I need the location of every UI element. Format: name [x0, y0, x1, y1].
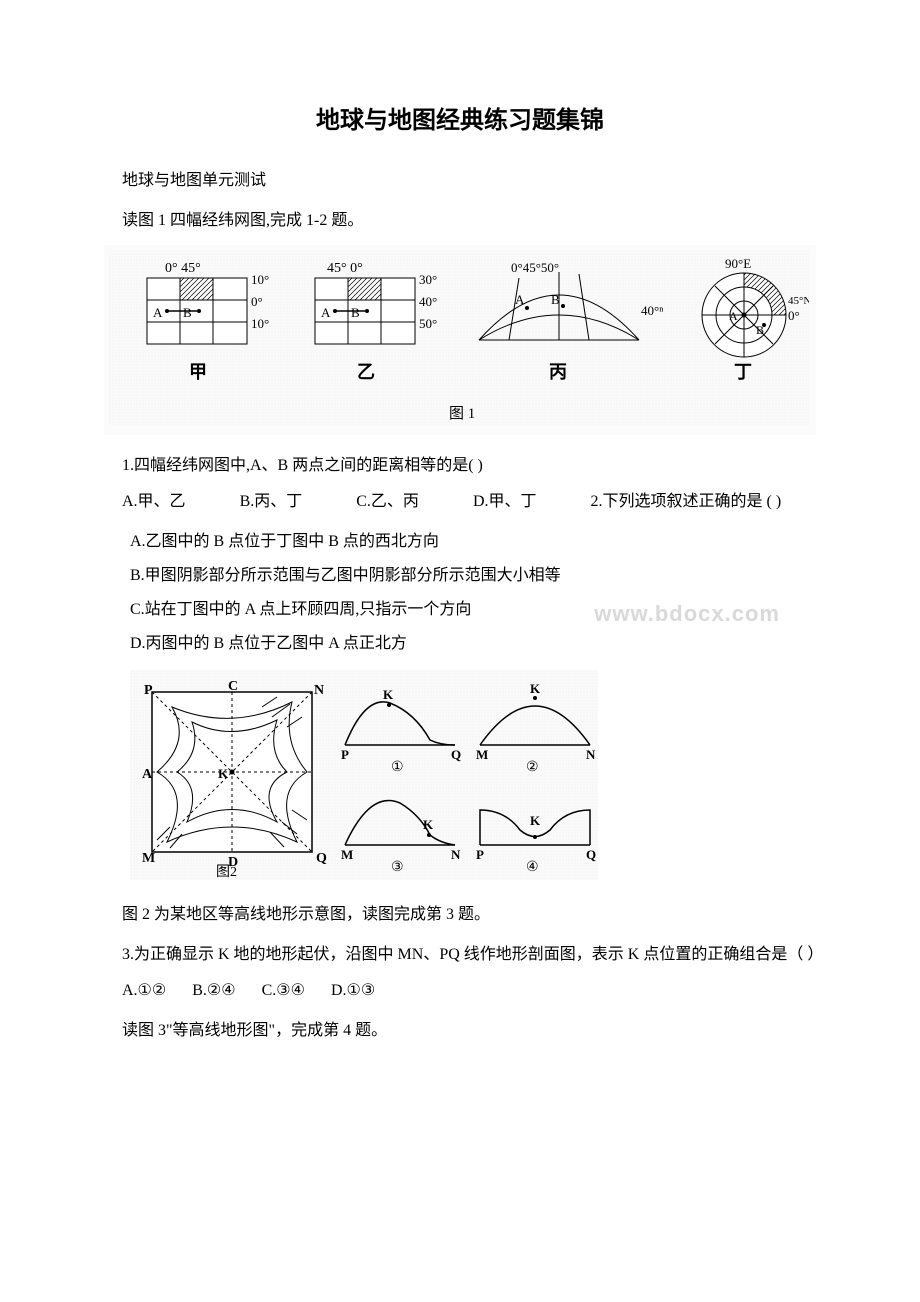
svg-text:30°: 30°: [419, 272, 437, 287]
svg-text:N: N: [586, 747, 596, 762]
q2-opt-c: C.站在丁图中的 A 点上环顾四周,只指示一个方向: [130, 601, 471, 618]
q1-opt-b: B.丙、丁: [240, 486, 303, 518]
question-3-options: A.①② B.②④ C.③④ D.①③: [90, 975, 830, 1007]
svg-text:C: C: [228, 679, 238, 694]
svg-text:90°E: 90°E: [725, 256, 751, 271]
svg-text:0° 45°: 0° 45°: [165, 261, 201, 276]
svg-text:K: K: [423, 817, 434, 832]
svg-text:45°N: 45°N: [788, 295, 809, 307]
svg-text:P: P: [476, 847, 484, 862]
svg-text:K: K: [530, 813, 541, 828]
svg-text:Q: Q: [586, 847, 596, 862]
svg-text:A: A: [729, 309, 738, 323]
figure-2-caption: 图2: [216, 865, 237, 880]
svg-text:甲: 甲: [189, 362, 207, 382]
svg-text:N: N: [314, 683, 324, 698]
q3-opt-d: D.①③: [331, 975, 375, 1007]
svg-text:丙: 丙: [549, 362, 567, 382]
q1-opt-a: A.甲、乙: [122, 486, 186, 518]
svg-text:N: N: [451, 847, 461, 862]
svg-text:45° 0°: 45° 0°: [327, 261, 363, 276]
svg-text:10°: 10°: [251, 316, 269, 331]
svg-text:③: ③: [391, 860, 404, 875]
figure-2: P C N A M D Q K K: [90, 670, 830, 885]
q2-opt-d: D.丙图中的 B 点位于乙图中 A 点正北方: [90, 628, 830, 660]
instruction-3: 读图 3"等高线地形图"，完成第 4 题。: [90, 1015, 830, 1047]
svg-text:B: B: [756, 323, 764, 337]
figure-2-svg: P C N A M D Q K K: [130, 670, 598, 880]
svg-text:B: B: [183, 305, 192, 320]
svg-text:Q: Q: [316, 851, 327, 866]
question-2-stem: 2.下列选项叙述正确的是 ( ): [591, 493, 782, 510]
svg-text:A: A: [153, 305, 163, 320]
svg-text:0°45°50°: 0°45°50°: [511, 260, 559, 275]
svg-text:50°: 50°: [419, 316, 437, 331]
figure-1: 0° 45° 10° 0° 10° A B 甲 45° 0°: [104, 245, 816, 435]
question-3: 3.为正确显示 K 地的地形起伏，沿图中 MN、PQ 线作地形剖面图，表示 K …: [90, 939, 830, 971]
svg-text:Q: Q: [451, 747, 461, 762]
q2-opt-b: B.甲图阴影部分所示范围与乙图中阴影部分所示范围大小相等: [90, 560, 830, 592]
svg-text:A: A: [321, 305, 331, 320]
svg-text:乙: 乙: [357, 362, 375, 382]
svg-text:M: M: [476, 747, 488, 762]
svg-text:P: P: [341, 747, 349, 762]
q3-opt-a: A.①②: [122, 975, 166, 1007]
doc-subtitle: 地球与地图单元测试: [90, 165, 830, 197]
svg-text:A: A: [142, 767, 153, 782]
svg-text:丁: 丁: [734, 362, 752, 382]
svg-text:②: ②: [526, 760, 539, 775]
svg-text:0°: 0°: [788, 308, 800, 323]
figure-1-caption: 图 1: [449, 405, 475, 422]
svg-text:K: K: [218, 766, 229, 781]
q2-opt-c-row: C.站在丁图中的 A 点上环顾四周,只指示一个方向 www.bdocx.com: [90, 594, 830, 626]
svg-text:K: K: [383, 687, 394, 702]
svg-text:0°: 0°: [251, 294, 263, 309]
svg-text:K: K: [530, 681, 541, 696]
q3-opt-c: C.③④: [262, 975, 305, 1007]
q1-opt-c: C.乙、丙: [356, 486, 419, 518]
svg-text:④: ④: [526, 860, 539, 875]
question-1-options: A.甲、乙 B.丙、丁 C.乙、丙 D.甲、丁 2.下列选项叙述正确的是 ( ): [90, 486, 830, 518]
question-1: 1.四幅经纬网图中,A、B 两点之间的距离相等的是( ): [90, 450, 830, 482]
svg-text:40°ⁿ: 40°ⁿ: [641, 303, 663, 318]
svg-text:M: M: [142, 851, 155, 866]
q2-opt-a: A.乙图中的 B 点位于丁图中 B 点的西北方向: [90, 526, 830, 558]
svg-text:B: B: [551, 292, 560, 307]
svg-text:M: M: [341, 847, 353, 862]
svg-text:B: B: [351, 305, 360, 320]
doc-title: 地球与地图经典练习题集锦: [90, 100, 830, 135]
svg-text:40°: 40°: [419, 294, 437, 309]
instruction-1: 读图 1 四幅经纬网图,完成 1-2 题。: [90, 205, 830, 237]
q1-opt-d: D.甲、丁: [473, 486, 537, 518]
figure-1-svg: 0° 45° 10° 0° 10° A B 甲 45° 0°: [109, 250, 809, 425]
svg-text:P: P: [144, 683, 153, 698]
svg-text:①: ①: [391, 760, 404, 775]
instruction-2: 图 2 为某地区等高线地形示意图，读图完成第 3 题。: [90, 899, 830, 931]
svg-text:10°: 10°: [251, 272, 269, 287]
q3-opt-b: B.②④: [192, 975, 235, 1007]
svg-text:A: A: [515, 292, 525, 307]
